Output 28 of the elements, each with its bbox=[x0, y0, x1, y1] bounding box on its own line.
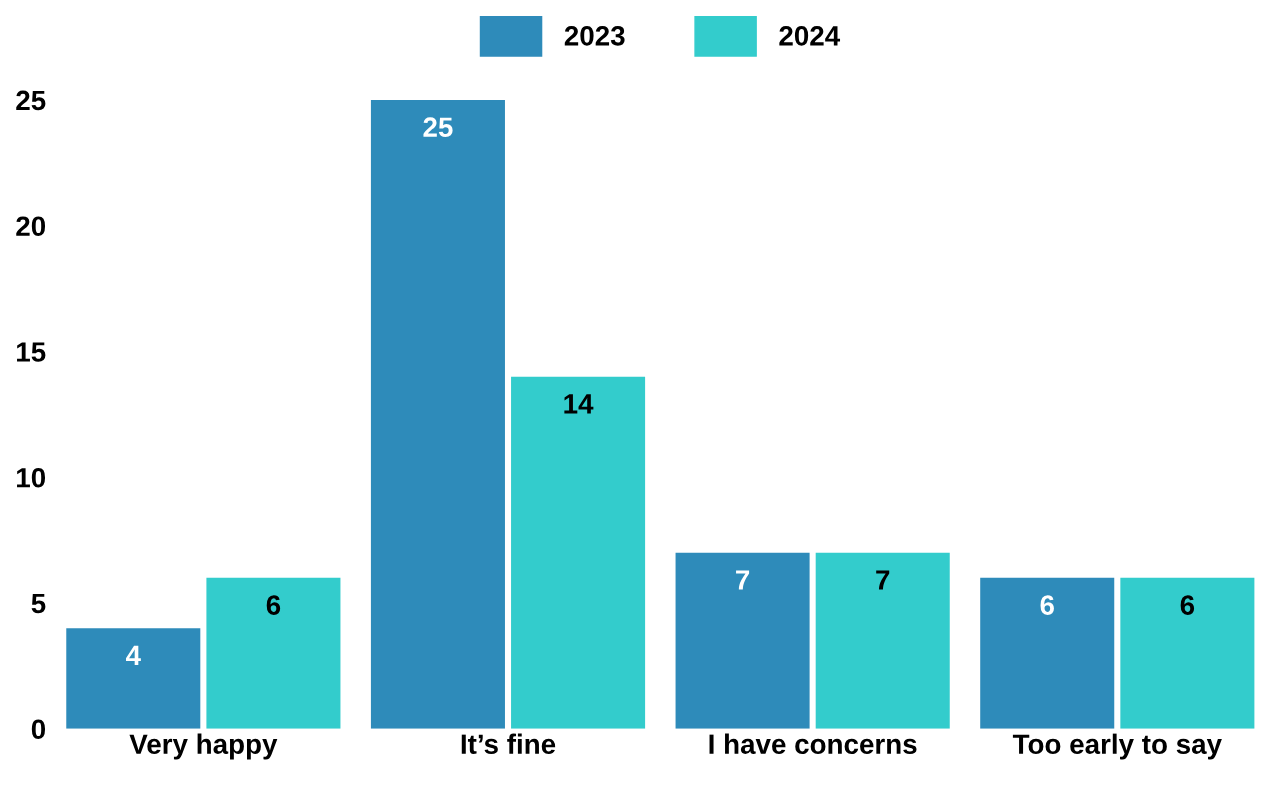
x-tick-label: Too early to say bbox=[1012, 733, 1222, 760]
data-label: 7 bbox=[876, 570, 890, 590]
bar bbox=[206, 577, 341, 729]
legend-label: 2023 bbox=[564, 25, 625, 46]
bar bbox=[675, 552, 810, 729]
bar bbox=[370, 99, 505, 729]
legend-label: 2024 bbox=[779, 25, 841, 46]
x-tick-label: It’s fine bbox=[461, 733, 556, 755]
data-label: 6 bbox=[266, 595, 281, 615]
bar bbox=[815, 552, 950, 729]
bar bbox=[1120, 577, 1255, 729]
y-tick-label: 5 bbox=[31, 593, 46, 614]
y-tick-label: 20 bbox=[16, 216, 46, 237]
data-label: 7 bbox=[736, 570, 750, 590]
x-tick-label: Very happy bbox=[129, 733, 278, 760]
data-label: 4 bbox=[125, 645, 141, 665]
data-label: 6 bbox=[1040, 595, 1054, 615]
bar bbox=[980, 577, 1115, 729]
y-tick-label: 10 bbox=[17, 467, 46, 488]
x-tick-label: I have concerns bbox=[709, 733, 917, 755]
y-tick-label: 15 bbox=[17, 342, 46, 362]
data-label: 6 bbox=[1180, 595, 1195, 615]
data-label: 14 bbox=[564, 394, 594, 414]
bar bbox=[511, 376, 646, 729]
data-label: 25 bbox=[423, 117, 453, 138]
bar bbox=[66, 628, 201, 729]
y-tick-label: 25 bbox=[16, 90, 46, 111]
y-tick-label: 0 bbox=[31, 719, 46, 740]
